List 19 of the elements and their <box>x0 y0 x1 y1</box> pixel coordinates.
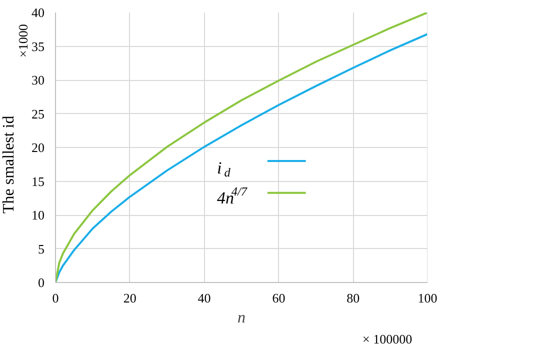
y-tick-label: 5 <box>38 241 44 256</box>
x-tick-label: 40 <box>198 290 211 306</box>
y-tick-label: 40 <box>32 5 44 20</box>
x-tick-label: 20 <box>123 290 136 306</box>
y-tick-label: 35 <box>32 38 44 54</box>
x-tick-label: 80 <box>346 290 360 306</box>
y-axis-title: The smallest id <box>0 116 18 214</box>
x-axis-title: n <box>238 310 246 326</box>
x-tick-label: 100 <box>418 290 438 306</box>
y-tick-label: 0 <box>38 275 44 290</box>
text: × 100000 <box>362 332 412 346</box>
x-tick-label: 60 <box>272 290 286 306</box>
y-tick-label: 20 <box>32 140 44 155</box>
x-tick-label: 0 <box>52 290 59 306</box>
y-tick-label: 10 <box>32 208 44 222</box>
text: ×1000 <box>16 24 30 58</box>
y-tick-label: 30 <box>32 72 44 88</box>
y-tick-label: 25 <box>32 106 44 122</box>
y-tick-label: 15 <box>32 174 44 189</box>
